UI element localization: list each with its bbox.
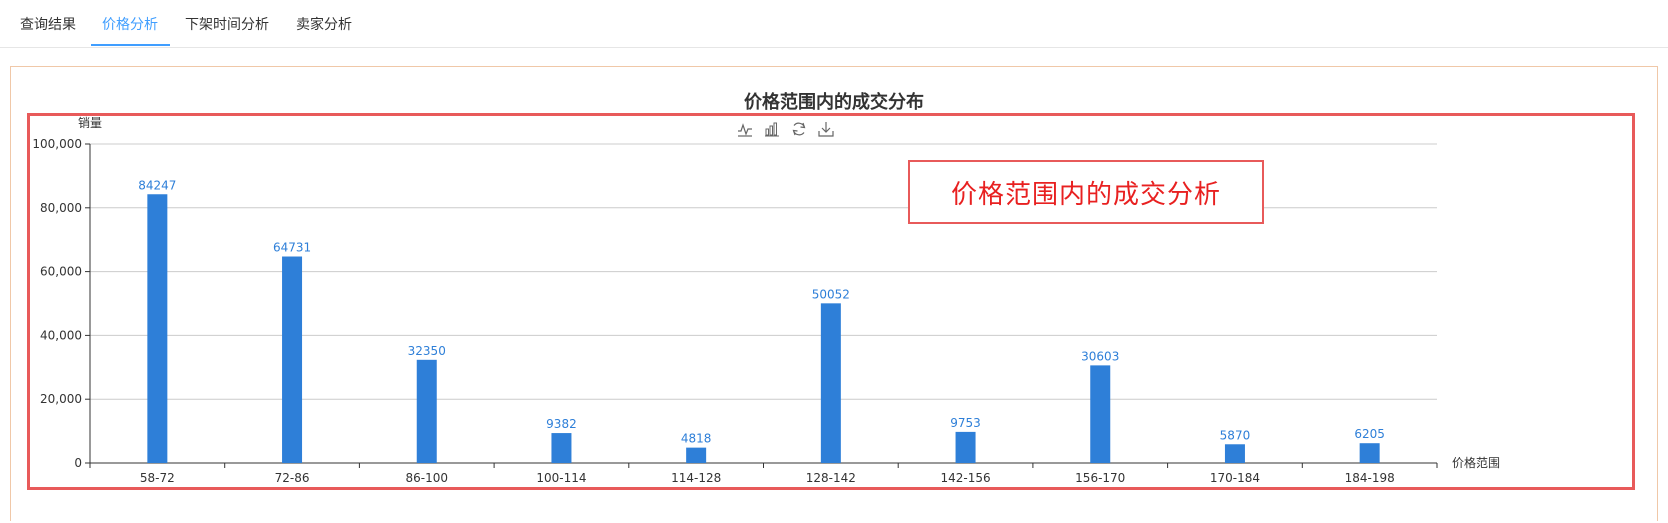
chart-panel: [10, 66, 1658, 521]
x-tick-label: 142-156: [940, 471, 990, 485]
tab-bar: 查询结果 价格分析 下架时间分析 卖家分析: [0, 0, 1668, 48]
bar-value-label: 4818: [681, 432, 712, 446]
download-icon[interactable]: [815, 119, 836, 139]
bar: [1359, 443, 1380, 463]
bar: [955, 431, 976, 463]
active-tab-indicator: [91, 44, 170, 46]
y-tick-label: 0: [74, 456, 82, 470]
bar: [551, 433, 572, 463]
y-tick-label: 80,000: [40, 201, 82, 215]
bar-value-label: 84247: [138, 178, 176, 192]
tab-seller-analysis[interactable]: 卖家分析: [296, 17, 352, 33]
tab-delisting-time-analysis[interactable]: 下架时间分析: [185, 17, 269, 33]
bar: [686, 447, 707, 463]
x-tick-label: 72-86: [275, 471, 310, 485]
annotation-box: 价格范围内的成交分析: [908, 160, 1264, 224]
x-tick-label: 114-128: [671, 471, 721, 485]
x-axis-label: 价格范围: [1452, 455, 1500, 470]
y-axis-label: 销量: [78, 116, 102, 130]
y-tick-label: 40,000: [40, 328, 82, 342]
x-tick-label: 100-114: [536, 471, 586, 485]
bar-value-label: 30603: [1081, 349, 1119, 363]
chart-toolbox: [734, 119, 836, 139]
annotation-text: 价格范围内的成交分析: [950, 179, 1221, 210]
bar: [820, 303, 841, 463]
x-tick-label: 156-170: [1075, 471, 1125, 485]
y-tick-label: 60,000: [40, 265, 82, 279]
tab-price-analysis[interactable]: 价格分析: [102, 17, 158, 33]
line-chart-icon[interactable]: [734, 119, 755, 139]
bar-value-label: 50052: [812, 287, 850, 301]
x-tick-label: 86-100: [405, 471, 448, 485]
chart-title: 价格范围内的成交分布: [744, 92, 924, 113]
y-tick-label: 20,000: [40, 392, 82, 406]
tab-query-results[interactable]: 查询结果: [20, 17, 76, 33]
bar-value-label: 9382: [546, 417, 577, 431]
bar: [416, 359, 437, 463]
bar-chart-icon[interactable]: [761, 119, 782, 139]
bar: [1090, 365, 1111, 463]
restore-icon[interactable]: [788, 119, 809, 139]
x-tick-label: 58-72: [140, 471, 175, 485]
bar: [1224, 444, 1245, 463]
bar-value-label: 5870: [1220, 428, 1251, 442]
bar: [282, 256, 303, 463]
bar: [147, 194, 168, 463]
x-tick-label: 170-184: [1210, 471, 1260, 485]
bar-value-label: 9753: [950, 416, 981, 430]
bar-value-label: 64731: [273, 241, 311, 255]
highlight-frame: [27, 113, 1635, 490]
x-tick-label: 128-142: [806, 471, 856, 485]
bar-value-label: 32350: [408, 344, 446, 358]
y-tick-label: 100,000: [32, 137, 82, 151]
x-tick-label: 184-198: [1345, 471, 1395, 485]
bar-value-label: 6205: [1354, 427, 1385, 441]
